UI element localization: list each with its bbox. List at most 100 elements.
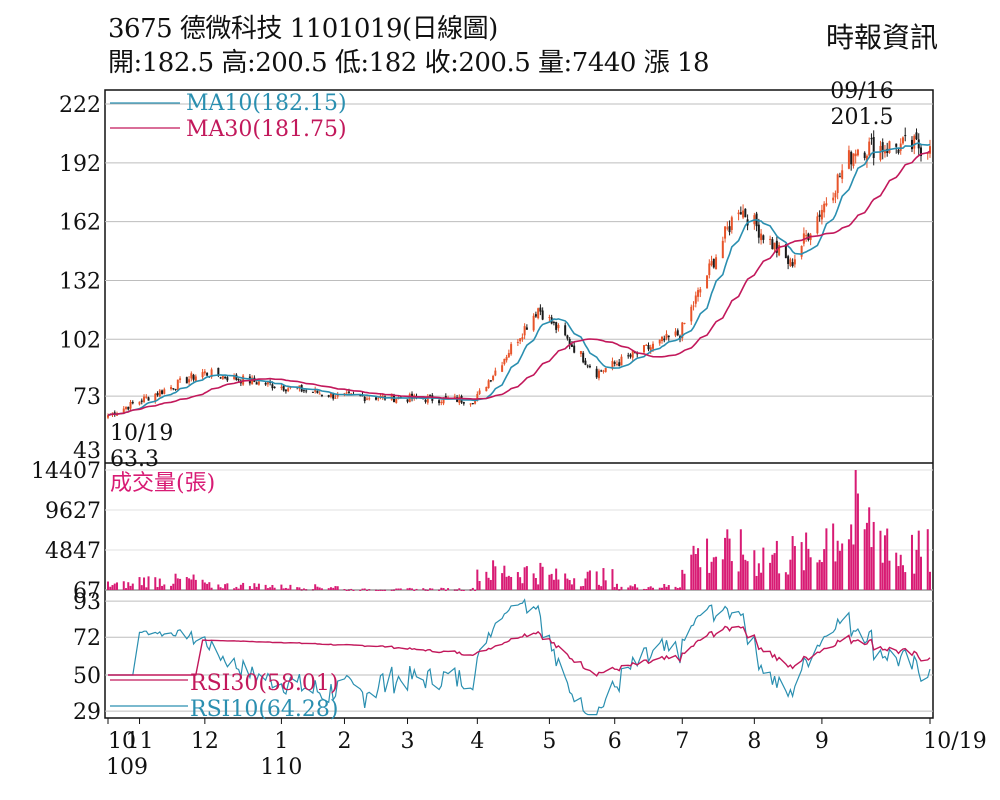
candle-body <box>158 390 161 397</box>
volume-bar <box>507 575 510 590</box>
volume-bar <box>651 587 654 590</box>
volume-bar <box>206 583 209 590</box>
candle-body <box>582 352 585 363</box>
candle-body <box>237 379 240 381</box>
candle-body <box>485 386 488 392</box>
volume-bar <box>192 574 195 590</box>
volume-bar <box>374 589 377 591</box>
candle-body <box>510 344 513 355</box>
candle-body <box>584 360 587 365</box>
volume-bar <box>778 573 781 590</box>
x-tick-label: 8 <box>747 729 761 754</box>
candle-body <box>365 398 368 400</box>
volume-bar <box>532 573 535 590</box>
volume-bar <box>327 588 330 590</box>
volume-bar <box>881 562 884 590</box>
volume-bar <box>269 587 272 590</box>
volume-bar <box>775 540 778 590</box>
candle-body <box>525 327 528 330</box>
volume-bar <box>429 588 432 590</box>
volume-bar <box>552 579 555 590</box>
rsi10-legend-label: RSI10(64.28) <box>190 697 338 722</box>
volume-bar <box>347 589 350 591</box>
candle-body <box>280 386 283 389</box>
volume-bar <box>384 589 387 591</box>
candle-body <box>825 203 828 206</box>
volume-bar <box>800 542 803 590</box>
volume-bar <box>316 586 319 590</box>
volume-bar <box>332 587 335 590</box>
candle-body <box>913 135 916 149</box>
volume-bar <box>172 583 175 590</box>
candle-body <box>651 343 654 349</box>
candle-body <box>206 372 209 376</box>
candle-body <box>683 322 686 324</box>
volume-bar <box>611 569 614 590</box>
ma30-legend-label: MA30(181.75) <box>186 117 347 142</box>
volume-bar <box>442 588 445 590</box>
volume-bar <box>674 586 677 590</box>
volume-bar <box>697 548 700 590</box>
volume-bar <box>109 586 112 590</box>
rsi-tick-label: 50 <box>73 664 101 689</box>
volume-bar <box>834 561 837 590</box>
volume-bar <box>541 566 544 590</box>
candle-body <box>724 226 727 239</box>
volume-bar <box>127 582 130 590</box>
volume-bar <box>424 589 427 591</box>
ohlc-summary: 開:182.5 高:200.5 低:182 收:200.5 量:7440 漲 1… <box>108 48 710 78</box>
candle-body <box>805 235 808 237</box>
volume-bar <box>595 571 598 590</box>
volume-bar <box>832 523 835 590</box>
candle-body <box>636 353 639 355</box>
candle-body <box>579 351 582 355</box>
candle-body <box>915 132 918 140</box>
year-label: 109 <box>106 755 148 780</box>
volume-bar <box>883 535 886 590</box>
candle-body <box>847 150 850 169</box>
volume-bar <box>111 585 114 590</box>
volume-bar <box>203 582 206 590</box>
candle-body <box>901 137 904 144</box>
price-tick-label: 73 <box>73 385 101 410</box>
volume-bar <box>870 547 873 590</box>
volume-bar <box>692 545 695 590</box>
candle-body <box>521 337 524 340</box>
candle-body <box>629 354 632 357</box>
volume-bar <box>158 578 161 590</box>
candle-body <box>618 362 621 367</box>
volume-bar <box>289 584 292 590</box>
candle-body <box>742 210 745 218</box>
volume-bar <box>665 586 668 590</box>
candle-body <box>140 400 143 402</box>
x-tick-label: 12 <box>191 729 219 754</box>
candle-body <box>224 377 227 379</box>
candle-body <box>872 137 875 158</box>
volume-bar <box>629 585 632 590</box>
volume-bar <box>113 583 116 590</box>
candle-body <box>793 259 796 265</box>
volume-bar <box>393 589 396 591</box>
volume-bar <box>395 588 398 590</box>
candle-body <box>667 335 670 338</box>
candle-body <box>534 314 537 317</box>
candle-body <box>143 396 146 402</box>
candle-body <box>706 275 709 289</box>
volume-bar <box>462 589 465 591</box>
candle-body <box>194 376 197 382</box>
candle-body <box>789 259 792 266</box>
source-label: 時報資訊 <box>825 21 938 54</box>
volume-bar <box>917 530 920 590</box>
volume-bar <box>226 583 229 590</box>
volume-bar <box>264 584 267 590</box>
volume-bar <box>201 579 204 590</box>
volume-tick-label: 67 <box>73 579 101 604</box>
ma30-line <box>107 150 931 416</box>
volume-bar <box>755 575 758 590</box>
candle-body <box>863 152 866 159</box>
volume-bar <box>185 577 188 590</box>
volume-bar <box>602 568 605 590</box>
volume-bar <box>438 589 441 591</box>
candle-body <box>919 147 922 157</box>
volume-bar <box>566 578 569 590</box>
